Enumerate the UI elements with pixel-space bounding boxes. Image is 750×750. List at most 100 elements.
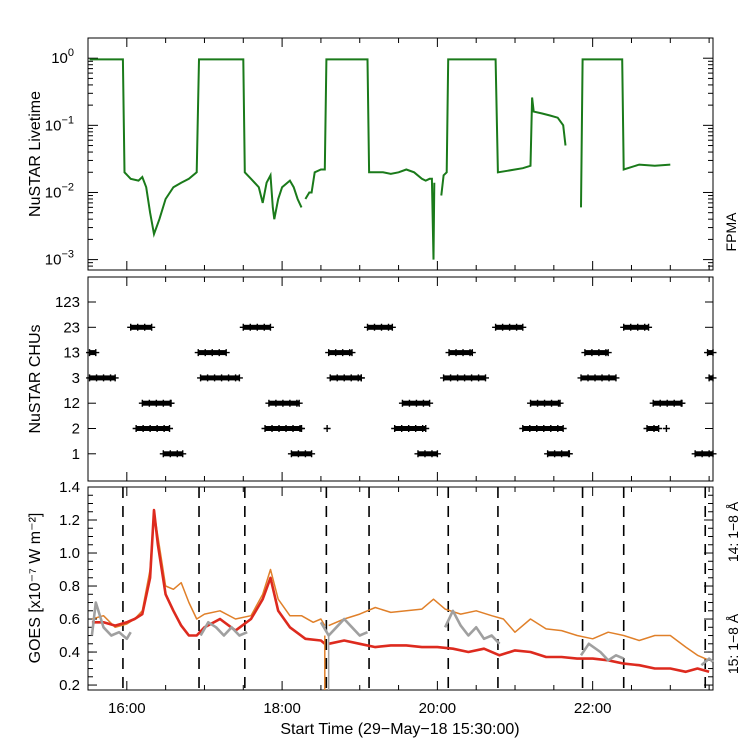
goes-y-tick-label: 1.4 — [59, 479, 80, 496]
livetime-y-tick-label: 10−3 — [45, 249, 74, 269]
chu-marker — [670, 399, 678, 407]
chu-marker — [662, 425, 670, 432]
chu-y-tick-label: 12 — [63, 395, 80, 412]
chu-marker — [197, 374, 205, 382]
chu-marker — [92, 349, 100, 357]
chu-marker — [239, 323, 247, 331]
chu-marker — [459, 349, 467, 357]
chu-marker — [548, 399, 556, 407]
chu-marker — [160, 425, 168, 432]
chu-marker — [266, 323, 274, 331]
chu-marker — [650, 425, 658, 432]
chu-marker — [558, 450, 566, 458]
chu-marker — [412, 425, 420, 432]
chu-marker — [544, 450, 552, 458]
chu-marker — [261, 425, 269, 432]
chu-marker — [218, 374, 226, 382]
chu-y-tick-label: 3 — [72, 370, 80, 387]
chu-marker — [145, 399, 153, 407]
goes-marks: 0.2 0.4 0.6 0.8 1.0 1.2 1.4 16:00 18:00 20:00 22:0… — [59, 479, 714, 717]
chu-marker — [173, 450, 181, 458]
chu-marker — [398, 425, 406, 432]
chu-marker — [598, 374, 606, 382]
chu-marker — [398, 399, 406, 407]
chu-marker — [211, 374, 219, 382]
chu-marker — [709, 374, 717, 382]
chu-marker — [540, 425, 548, 432]
goes-panel: 0.2 0.4 0.6 0.8 1.0 1.2 1.4 16:00 18:00 20:00 22:0… — [27, 479, 741, 738]
chu-marker — [100, 374, 108, 382]
goes-frame — [87, 486, 714, 691]
chu-marker — [595, 349, 603, 357]
chu-marker — [371, 323, 379, 331]
chu-marker — [153, 425, 161, 432]
chu-marker — [204, 374, 212, 382]
goes-y-tick-label: 0.4 — [59, 644, 80, 661]
chu-marker — [526, 425, 534, 432]
chu-marker — [364, 323, 372, 331]
chu-marker — [627, 323, 635, 331]
chu-marker — [541, 399, 549, 407]
goes-y-tick-label: 1.2 — [59, 512, 80, 529]
chu-marker — [323, 425, 331, 432]
chu-marker — [663, 399, 671, 407]
chu-marker — [148, 323, 156, 331]
chu-marker — [293, 399, 301, 407]
fpma-line — [304, 58, 436, 260]
chu-marker — [159, 450, 167, 458]
chu-marker — [225, 374, 233, 382]
chu-marker — [554, 425, 562, 432]
fpma-line — [440, 58, 567, 196]
chu-marker — [339, 349, 347, 357]
chu-marker — [405, 399, 413, 407]
goes14-line — [328, 598, 710, 661]
chu-marker — [296, 425, 304, 432]
chu-marker — [454, 374, 462, 382]
chu-marker — [612, 374, 620, 382]
chu-marker — [419, 399, 427, 407]
chu-marker — [325, 349, 333, 357]
livetime-frame — [87, 37, 714, 271]
chu-marker — [260, 323, 268, 331]
chu-marker — [194, 349, 202, 357]
chu-marker — [333, 374, 341, 382]
chu-marker — [391, 425, 399, 432]
chu-marker — [440, 374, 448, 382]
chu-marker — [555, 399, 563, 407]
chu-marker — [605, 374, 613, 382]
chu-marker — [86, 374, 94, 382]
chu-marker — [620, 323, 628, 331]
chu-marker — [86, 349, 94, 357]
chu-marker — [222, 349, 230, 357]
chu-marker — [527, 399, 535, 407]
chu-marker — [107, 374, 115, 382]
chu-marker — [602, 349, 610, 357]
goes15-line — [91, 508, 326, 645]
chu-y-tick-label: 123 — [55, 294, 80, 311]
chu-y-tick-label: 23 — [63, 319, 80, 336]
chu-marker — [475, 374, 483, 382]
chu-marker — [499, 323, 507, 331]
goes-y-label: GOES [x10⁻⁷ W m⁻²] — [27, 513, 44, 664]
chu-marker — [447, 374, 455, 382]
goes-legend-14: 14: 1−8 Å — [725, 501, 741, 562]
chu-marker — [534, 399, 542, 407]
chu-marker — [445, 349, 453, 357]
chu-marker — [138, 399, 146, 407]
livetime-marks: 100 10−1 10−2 10−3 — [45, 37, 713, 271]
chu-marker — [201, 349, 209, 357]
chu-marker — [656, 399, 664, 407]
goes-grey-line — [443, 609, 501, 645]
livetime-y-tick-label: 100 — [51, 47, 74, 67]
chu-marker — [405, 425, 413, 432]
chu-marker — [301, 450, 309, 458]
goes-y-tick-label: 0.8 — [59, 578, 80, 595]
chu-marker — [134, 323, 142, 331]
chu-marker — [159, 399, 167, 407]
chu-marker — [705, 450, 713, 458]
chu-marker — [294, 450, 302, 458]
chu-y-tick-label: 13 — [63, 345, 80, 362]
chu-marker — [346, 349, 354, 357]
